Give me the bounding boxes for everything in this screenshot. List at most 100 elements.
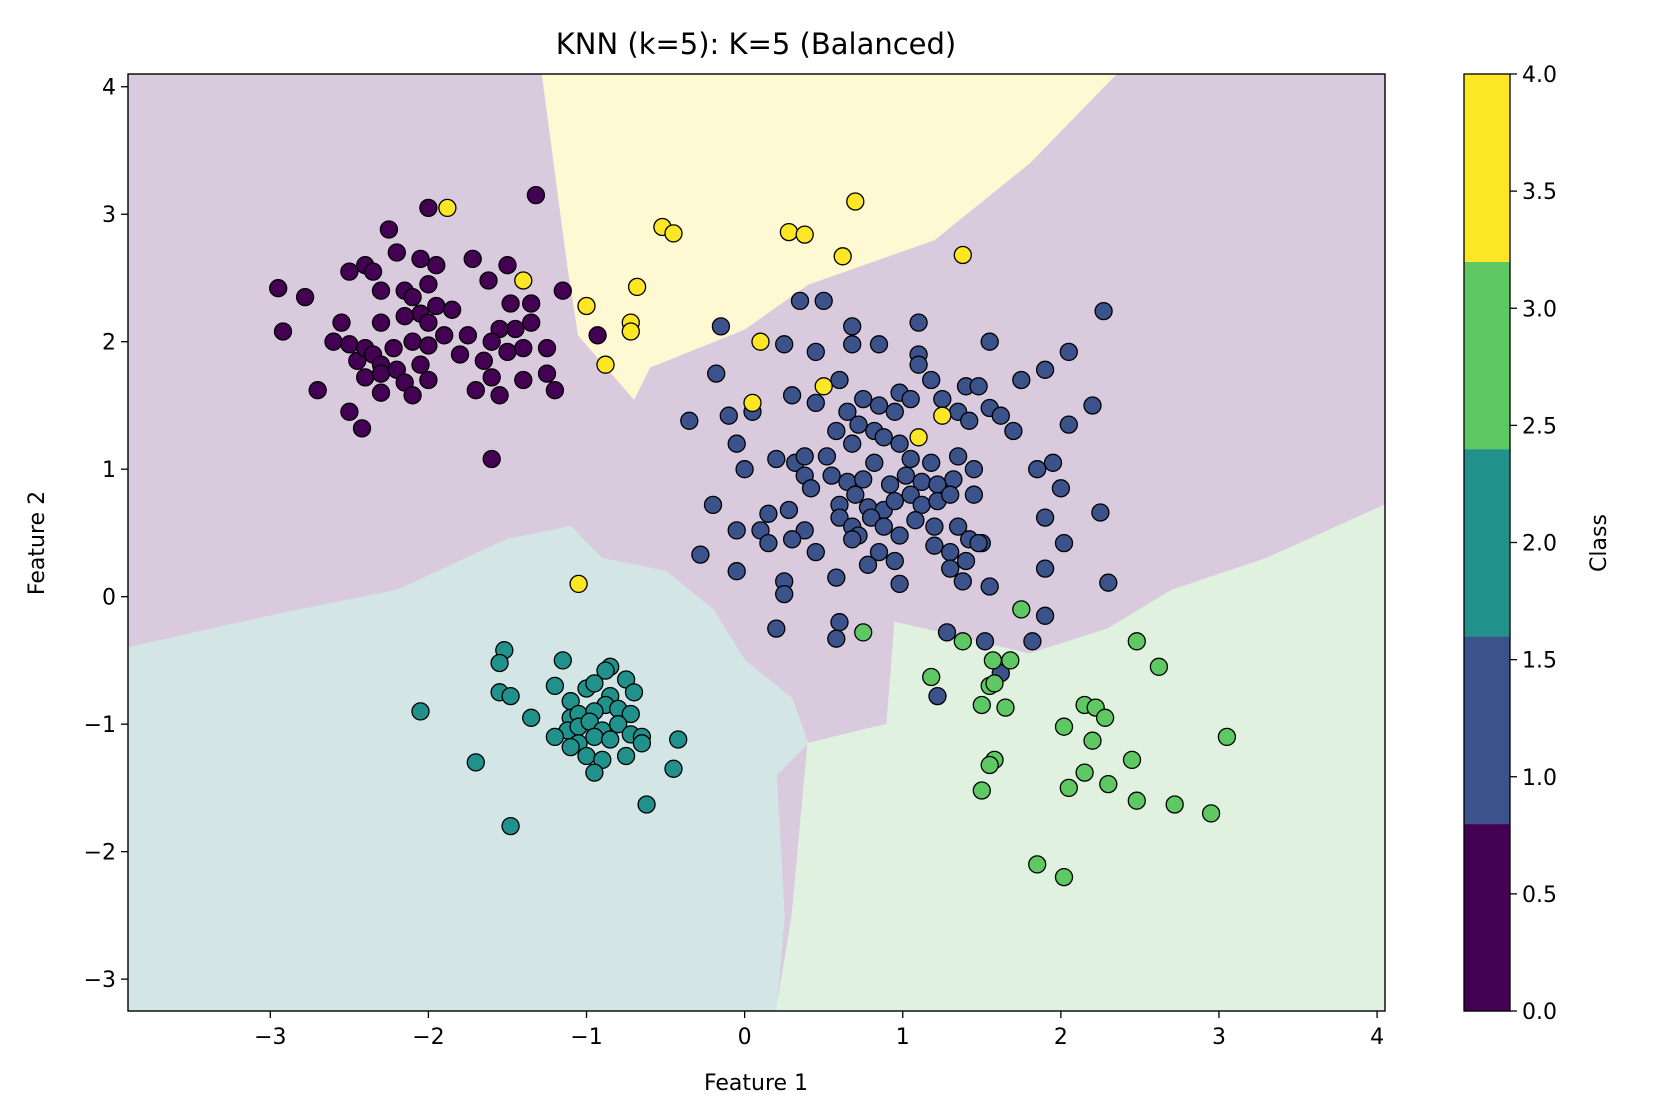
- point-class-1: [956, 551, 976, 571]
- point-class-3: [1122, 750, 1142, 770]
- point-class-1: [838, 402, 857, 421]
- decision-region-class-4: [541, 74, 1117, 400]
- point-class-4: [569, 574, 588, 594]
- data-points: [269, 185, 1237, 887]
- x-axis-label: Feature 1: [704, 1071, 808, 1096]
- x-tick-label: 4: [1370, 1025, 1384, 1050]
- point-class-0: [435, 326, 454, 345]
- point-class-0: [427, 296, 446, 316]
- point-class-1: [885, 551, 904, 571]
- point-class-1: [1035, 559, 1055, 578]
- point-class-1: [843, 317, 862, 336]
- colorbar-segment-class-1: [1464, 636, 1510, 825]
- point-class-0: [466, 381, 485, 400]
- point-class-1: [1028, 460, 1047, 479]
- point-class-0: [458, 326, 478, 345]
- point-class-4: [909, 428, 928, 447]
- point-class-2: [561, 737, 580, 757]
- point-class-3: [1028, 855, 1047, 874]
- point-class-0: [427, 256, 446, 275]
- point-class-1: [885, 491, 904, 511]
- point-class-0: [403, 386, 422, 405]
- point-class-1: [1035, 508, 1055, 527]
- point-class-0: [295, 287, 315, 307]
- point-class-0: [537, 338, 557, 358]
- point-class-0: [269, 279, 288, 298]
- point-class-4: [814, 377, 833, 396]
- point-class-1: [941, 559, 960, 578]
- point-class-3: [972, 695, 991, 715]
- colorbar-tick-label: 3.0: [1522, 297, 1557, 322]
- point-class-0: [506, 319, 525, 339]
- point-class-1: [849, 415, 868, 434]
- point-class-0: [411, 249, 430, 269]
- y-tick-label: −2: [84, 841, 116, 866]
- point-class-1: [782, 530, 802, 549]
- point-class-1: [790, 291, 810, 311]
- point-class-1: [775, 584, 794, 604]
- point-class-0: [498, 256, 517, 275]
- point-class-0: [371, 281, 391, 300]
- point-class-1: [953, 572, 972, 591]
- colorbar-segment-class-3: [1464, 261, 1510, 450]
- point-class-1: [874, 517, 893, 536]
- point-class-0: [588, 326, 607, 345]
- point-class-1: [925, 517, 944, 536]
- point-class-0: [526, 185, 546, 205]
- point-class-0: [395, 307, 414, 326]
- point-class-1: [814, 291, 833, 311]
- point-class-1: [1099, 573, 1118, 592]
- point-class-0: [384, 338, 403, 358]
- decision-region-class-2: [128, 526, 809, 1011]
- point-class-0: [522, 313, 541, 332]
- point-class-4: [621, 322, 640, 341]
- point-class-1: [759, 533, 778, 553]
- point-class-0: [479, 271, 498, 290]
- y-tick-label: −3: [84, 968, 116, 993]
- point-class-0: [403, 332, 422, 351]
- point-class-2: [616, 746, 636, 766]
- point-class-1: [890, 434, 909, 453]
- point-class-0: [482, 332, 501, 351]
- point-class-3: [1012, 600, 1031, 619]
- point-class-0: [363, 262, 383, 281]
- point-class-1: [775, 335, 794, 354]
- point-class-1: [1035, 606, 1055, 625]
- point-class-1: [861, 508, 881, 527]
- point-class-1: [933, 389, 952, 409]
- point-class-2: [664, 759, 683, 778]
- point-class-2: [577, 746, 596, 766]
- point-class-2: [466, 753, 485, 772]
- point-class-0: [482, 449, 501, 469]
- colorbar-segment-class-2: [1464, 448, 1510, 637]
- point-class-0: [356, 368, 375, 387]
- point-class-1: [795, 521, 814, 540]
- point-class-0: [308, 381, 327, 400]
- point-class-0: [403, 287, 422, 307]
- point-class-1: [941, 542, 960, 562]
- point-class-1: [928, 686, 947, 706]
- point-class-1: [691, 545, 710, 564]
- point-class-1: [735, 460, 754, 479]
- point-class-3: [1059, 778, 1078, 798]
- point-class-0: [371, 383, 391, 402]
- point-class-2: [411, 702, 430, 721]
- y-axis-ticks: −3 −2 −1 0 1 2 3 4: [84, 76, 128, 993]
- point-class-2: [632, 734, 652, 753]
- colorbar-tick-label: 0.5: [1522, 883, 1557, 908]
- point-class-4: [664, 224, 683, 243]
- point-class-0: [490, 386, 509, 405]
- point-class-2: [522, 708, 541, 727]
- point-class-1: [980, 577, 999, 596]
- plot-frame: [127, 73, 1386, 1012]
- colorbar-tick-label: 2.5: [1522, 414, 1557, 439]
- point-class-1: [719, 406, 738, 425]
- point-class-1: [1059, 415, 1078, 434]
- point-class-0: [419, 198, 438, 218]
- colorbar-tick-label: 3.5: [1522, 180, 1557, 205]
- point-class-1: [890, 574, 909, 594]
- point-class-3: [1217, 727, 1237, 747]
- point-class-2: [553, 651, 572, 670]
- point-class-3: [1054, 717, 1074, 736]
- point-class-1: [948, 517, 968, 536]
